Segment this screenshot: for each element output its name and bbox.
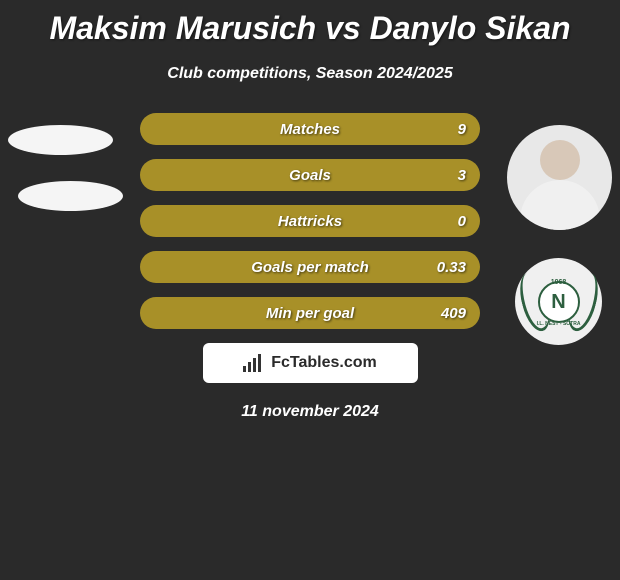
stat-label: Goals per match [251, 259, 369, 276]
player1-avatar-placeholder [8, 125, 113, 155]
player2-avatar [507, 125, 612, 230]
stat-row-min-per-goal: Min per goal 409 [140, 297, 480, 329]
stat-row-goals-per-match: Goals per match 0.33 [140, 251, 480, 283]
club-badge-graphic: 1968 N I.L. NEST - SOTRA [524, 267, 594, 337]
page-title: Maksim Marusich vs Danylo Sikan [0, 0, 620, 47]
chart-icon [243, 354, 265, 372]
stat-value-right: 0 [458, 213, 466, 230]
stat-label: Matches [280, 121, 340, 138]
stat-value-right: 409 [441, 305, 466, 322]
footer-logo-box: FcTables.com [203, 343, 418, 383]
player2-club-badge: 1968 N I.L. NEST - SOTRA [515, 258, 602, 345]
page-subtitle: Club competitions, Season 2024/2025 [0, 65, 620, 83]
footer-logo-text: FcTables.com [271, 354, 377, 372]
stat-label: Min per goal [266, 305, 354, 322]
stat-rows: Matches 9 Goals 3 Hattricks 0 Goals per … [140, 113, 480, 329]
stat-value-right: 0.33 [437, 259, 466, 276]
badge-year: 1968 [551, 279, 567, 286]
stat-label: Hattricks [278, 213, 342, 230]
stats-area: 1968 N I.L. NEST - SOTRA Matches 9 Goals… [0, 113, 620, 421]
stat-row-hattricks: Hattricks 0 [140, 205, 480, 237]
stat-value-right: 9 [458, 121, 466, 138]
badge-text: I.L. NEST - SOTRA [537, 321, 581, 327]
stat-row-goals: Goals 3 [140, 159, 480, 191]
stat-row-matches: Matches 9 [140, 113, 480, 145]
date-line: 11 november 2024 [0, 403, 620, 421]
stat-value-right: 3 [458, 167, 466, 184]
stat-label: Goals [289, 167, 331, 184]
player1-club-placeholder [18, 181, 123, 211]
badge-center: 1968 N I.L. NEST - SOTRA [538, 281, 580, 323]
badge-letter: N [551, 292, 565, 312]
